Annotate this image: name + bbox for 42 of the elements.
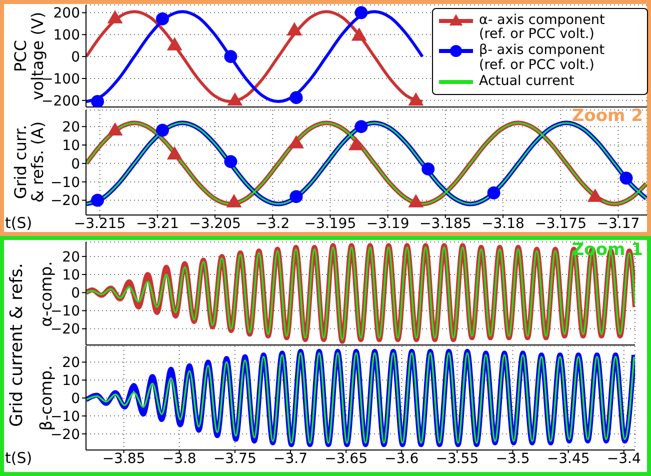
x-tick-label: −3.5 (496, 450, 530, 467)
x-tick-label: −3.215 (74, 216, 126, 232)
y-tick-label: 200 (53, 6, 80, 22)
x-tick-label: −3.75 (213, 450, 256, 467)
x-tick-label: −3.45 (546, 450, 590, 467)
x-tick-label: −3.17 (596, 216, 640, 232)
x-axis-title: t(S) (5, 214, 32, 232)
y-tick-label: 10 (62, 373, 80, 390)
y-tick-label: 20 (62, 355, 80, 372)
legend-label: Actual current (479, 72, 576, 89)
x-tick-label: −3.21 (136, 216, 179, 232)
y-tick-label: 20 (62, 120, 80, 136)
x-axis-title: t(S) (5, 449, 32, 467)
x-tick-label: −3.65 (324, 450, 368, 467)
x-tick-label: −3.7 (273, 450, 308, 467)
x-tick-label: −3.6 (384, 450, 419, 467)
x-tick-label: −3.18 (482, 216, 524, 232)
y-tick-label: 10 (62, 267, 80, 284)
x-tick-label: −3.4 (606, 450, 641, 467)
y-axis-title: Grid curr. & refs. (A) (11, 120, 47, 205)
x-tick-label: −3.175 (534, 216, 587, 232)
x-tick-label: −3.85 (102, 450, 146, 467)
x-tick-label: −3.195 (304, 216, 356, 232)
legend-label: α- axis component (ref. or PCC volt.) (479, 12, 606, 42)
y-tick-label: −10 (50, 174, 80, 191)
x-tick-label: −3.19 (366, 216, 410, 232)
y-tick-label: −20 (50, 193, 80, 210)
y-tick-label: 0 (71, 50, 80, 66)
text: Grid current & refs. (7, 262, 28, 429)
x-tick-label: −3.205 (189, 216, 241, 232)
y-tick-label: 100 (53, 28, 80, 44)
y-tick-label: 0 (71, 156, 80, 172)
x-tick-label: −3.2 (256, 216, 290, 232)
x-tick-label: −3.55 (436, 450, 479, 467)
y-tick-label: 0 (71, 286, 80, 302)
x-tick-label: −3.185 (420, 216, 472, 232)
legend-label: β- axis component (ref. or PCC volt.) (479, 42, 606, 73)
y-tick-label: 20 (62, 249, 80, 266)
annotation: Zoom 2 (572, 106, 643, 126)
y-tick-label: 0 (71, 390, 80, 407)
x-tick-label: −3.8 (162, 450, 196, 467)
y-tick-label: 10 (62, 138, 80, 154)
